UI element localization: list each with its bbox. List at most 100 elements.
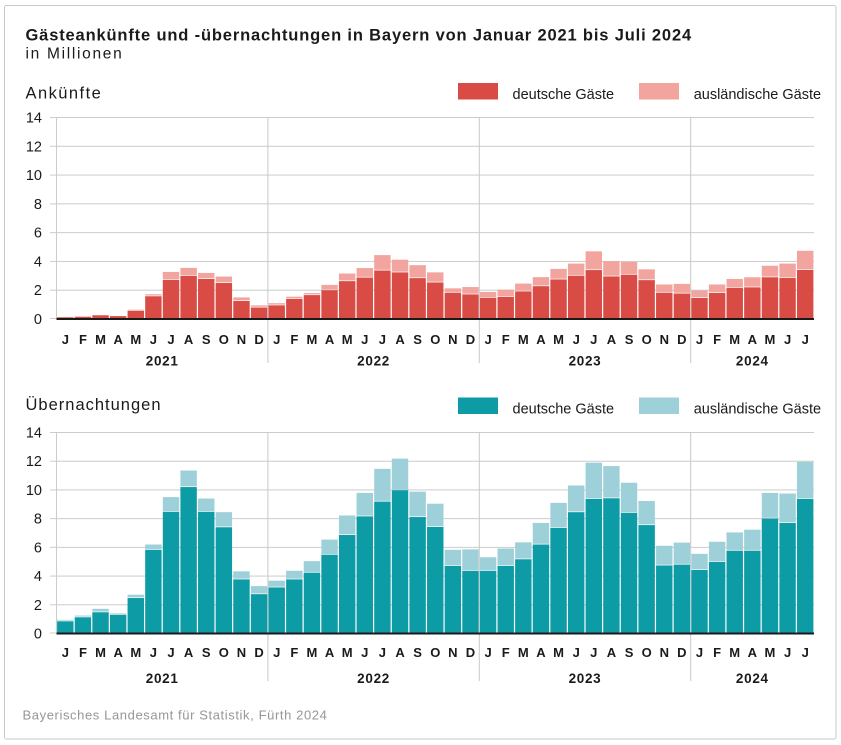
svg-text:2: 2 [34, 598, 42, 614]
svg-text:J: J [696, 645, 703, 660]
svg-text:J: J [62, 332, 69, 347]
svg-text:Ankünfte: Ankünfte [26, 84, 103, 102]
svg-text:O: O [430, 645, 440, 660]
svg-text:6: 6 [34, 226, 42, 242]
svg-text:F: F [502, 332, 510, 347]
svg-text:S: S [625, 332, 634, 347]
svg-text:2024: 2024 [736, 671, 769, 686]
svg-text:O: O [642, 645, 652, 660]
svg-text:S: S [202, 332, 211, 347]
svg-text:2024: 2024 [736, 354, 769, 369]
svg-text:4: 4 [34, 254, 42, 270]
svg-text:A: A [113, 332, 123, 347]
svg-text:J: J [150, 645, 157, 660]
svg-text:0: 0 [34, 312, 42, 328]
svg-text:D: D [677, 332, 686, 347]
svg-text:J: J [573, 332, 580, 347]
svg-text:N: N [448, 645, 457, 660]
svg-text:8: 8 [34, 197, 42, 213]
svg-text:10: 10 [26, 168, 42, 184]
svg-text:2023: 2023 [569, 671, 602, 686]
svg-text:S: S [413, 645, 422, 660]
svg-text:N: N [237, 332, 246, 347]
svg-text:F: F [290, 645, 298, 660]
svg-text:deutsche Gäste: deutsche Gäste [513, 402, 615, 418]
svg-text:D: D [254, 645, 263, 660]
svg-text:M: M [342, 645, 353, 660]
svg-text:M: M [729, 332, 740, 347]
svg-text:8: 8 [34, 512, 42, 528]
svg-text:N: N [448, 332, 457, 347]
svg-text:A: A [748, 645, 758, 660]
svg-text:A: A [607, 645, 617, 660]
svg-text:N: N [660, 645, 669, 660]
svg-text:J: J [484, 332, 491, 347]
svg-text:M: M [307, 332, 318, 347]
svg-text:ausländische Gäste: ausländische Gäste [694, 87, 821, 103]
svg-text:F: F [502, 645, 510, 660]
svg-text:J: J [484, 645, 491, 660]
svg-text:in Millionen: in Millionen [26, 46, 124, 63]
svg-text:M: M [95, 645, 106, 660]
svg-text:10: 10 [26, 483, 42, 499]
svg-text:J: J [273, 645, 280, 660]
svg-text:M: M [130, 645, 141, 660]
svg-text:J: J [573, 645, 580, 660]
svg-text:J: J [784, 332, 791, 347]
svg-text:A: A [395, 332, 405, 347]
svg-text:M: M [765, 332, 776, 347]
svg-text:A: A [536, 645, 546, 660]
svg-text:O: O [642, 332, 652, 347]
svg-text:12: 12 [26, 139, 42, 155]
svg-text:J: J [379, 332, 386, 347]
svg-text:A: A [325, 645, 335, 660]
svg-text:2022: 2022 [357, 354, 390, 369]
svg-text:O: O [219, 645, 229, 660]
svg-text:S: S [202, 645, 211, 660]
svg-text:A: A [748, 332, 758, 347]
svg-text:J: J [361, 332, 368, 347]
svg-text:F: F [79, 332, 87, 347]
svg-text:0: 0 [34, 627, 42, 643]
svg-text:ausländische Gäste: ausländische Gäste [694, 402, 821, 418]
svg-text:A: A [395, 645, 405, 660]
svg-text:A: A [536, 332, 546, 347]
svg-text:M: M [518, 645, 529, 660]
svg-text:M: M [765, 645, 776, 660]
svg-text:A: A [325, 332, 335, 347]
svg-text:J: J [62, 645, 69, 660]
svg-text:F: F [713, 645, 721, 660]
svg-text:M: M [518, 332, 529, 347]
svg-text:2022: 2022 [357, 671, 390, 686]
svg-text:A: A [607, 332, 617, 347]
svg-text:Übernachtungen: Übernachtungen [26, 396, 162, 414]
svg-text:2021: 2021 [146, 671, 179, 686]
svg-text:O: O [219, 332, 229, 347]
svg-text:6: 6 [34, 540, 42, 556]
svg-text:O: O [430, 332, 440, 347]
svg-text:M: M [130, 332, 141, 347]
svg-text:4: 4 [34, 569, 42, 585]
svg-text:N: N [237, 645, 246, 660]
svg-text:N: N [660, 332, 669, 347]
svg-text:Bayerisches Landesamt für Stat: Bayerisches Landesamt für Statistik, Für… [23, 708, 328, 723]
svg-text:J: J [167, 332, 174, 347]
svg-text:F: F [79, 645, 87, 660]
svg-text:A: A [184, 332, 194, 347]
svg-text:Gästeankünfte und -übernachtun: Gästeankünfte und -übernachtungen in Bay… [26, 26, 693, 44]
svg-text:2021: 2021 [146, 354, 179, 369]
svg-text:J: J [696, 332, 703, 347]
svg-text:2023: 2023 [569, 354, 602, 369]
svg-text:A: A [184, 645, 194, 660]
svg-text:J: J [379, 645, 386, 660]
svg-text:J: J [361, 645, 368, 660]
svg-text:S: S [625, 645, 634, 660]
svg-text:M: M [307, 645, 318, 660]
svg-text:2: 2 [34, 283, 42, 299]
svg-text:S: S [413, 332, 422, 347]
svg-text:M: M [342, 332, 353, 347]
svg-text:deutsche Gäste: deutsche Gäste [513, 87, 615, 103]
svg-text:F: F [713, 332, 721, 347]
svg-text:J: J [590, 332, 597, 347]
svg-text:J: J [802, 645, 809, 660]
